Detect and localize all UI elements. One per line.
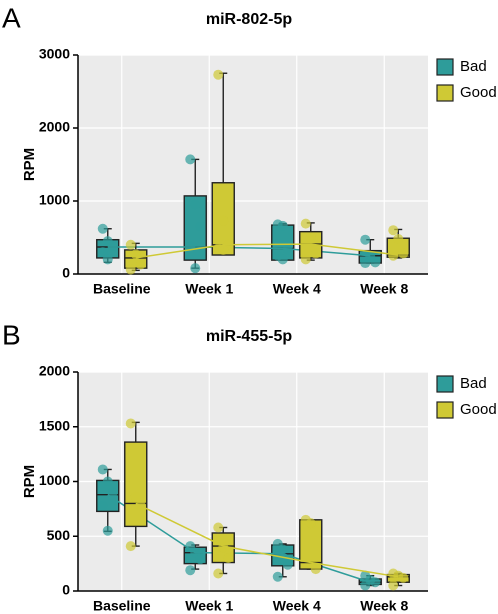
box: [124, 441, 148, 528]
median-line: [107, 494, 371, 583]
data-point: [130, 491, 141, 502]
data-point: [125, 239, 136, 250]
x-tick-label: Week 8: [360, 281, 408, 297]
data-point: [277, 220, 288, 231]
data-point: [218, 244, 229, 255]
data-point: [300, 254, 311, 265]
data-point: [97, 223, 108, 234]
data-point: [125, 264, 136, 275]
data-point: [195, 221, 206, 232]
data-point: [272, 571, 283, 582]
data-point: [135, 259, 146, 270]
legend-label: Bad: [460, 58, 487, 75]
y-tick-label: 3000: [39, 46, 70, 62]
legend-label: Bad: [460, 375, 487, 392]
x-tick-label: Baseline: [93, 598, 151, 614]
legend-label: Good: [460, 401, 497, 418]
data-point: [300, 218, 311, 229]
data-point: [130, 249, 141, 260]
y-axis-label: RPM: [21, 148, 38, 181]
data-point: [360, 234, 371, 245]
data-point: [185, 154, 196, 165]
legend-swatch: [436, 401, 454, 419]
data-point: [360, 580, 371, 591]
legend-swatch: [436, 84, 454, 102]
chart-title: miR-455-5p: [206, 328, 292, 345]
y-tick-label: 500: [47, 527, 71, 543]
data-point: [102, 254, 113, 265]
data-point: [277, 254, 288, 265]
data-point: [190, 263, 201, 274]
y-axis-label: RPM: [21, 465, 38, 498]
y-tick-label: 2000: [39, 363, 70, 379]
data-point: [218, 215, 229, 226]
panel-label: A: [2, 2, 21, 33]
data-point: [195, 554, 206, 565]
panel-label: B: [2, 319, 21, 350]
median-line: [135, 243, 399, 259]
legend-swatch: [436, 58, 454, 76]
data-point: [213, 568, 224, 579]
data-point: [310, 248, 321, 259]
x-tick-label: Week 1: [185, 281, 233, 297]
data-point: [213, 69, 224, 80]
data-point: [305, 232, 316, 243]
y-tick-label: 1000: [39, 192, 70, 208]
data-point: [277, 544, 288, 555]
x-tick-label: Baseline: [93, 281, 151, 297]
data-point: [185, 565, 196, 576]
data-point: [388, 580, 399, 591]
x-tick-label: Week 4: [273, 281, 321, 297]
data-point: [305, 518, 316, 529]
legend-label: Good: [460, 84, 497, 101]
data-point: [398, 572, 409, 583]
data-point: [107, 487, 118, 498]
chart-title: miR-802-5p: [206, 11, 292, 28]
x-tick-label: Week 8: [360, 598, 408, 614]
y-tick-label: 1000: [39, 472, 70, 488]
data-point: [310, 564, 321, 575]
data-point: [398, 248, 409, 259]
data-point: [360, 258, 371, 269]
x-tick-label: Week 4: [273, 598, 321, 614]
data-point: [282, 559, 293, 570]
y-tick-label: 1500: [39, 417, 70, 433]
data-point: [102, 476, 113, 487]
data-point: [282, 244, 293, 255]
data-point: [97, 464, 108, 475]
data-point: [125, 541, 136, 552]
data-point: [370, 577, 381, 588]
median-line: [135, 502, 399, 578]
data-point: [190, 199, 201, 210]
x-tick-label: Week 1: [185, 598, 233, 614]
median-line: [107, 246, 371, 257]
data-point: [223, 553, 234, 564]
y-tick-label: 2000: [39, 119, 70, 135]
data-point: [97, 500, 108, 511]
y-tick-label: 0: [62, 582, 70, 598]
data-point: [97, 247, 108, 258]
data-point: [388, 225, 399, 236]
data-point: [213, 522, 224, 533]
data-point: [370, 257, 381, 268]
legend-swatch: [436, 375, 454, 393]
data-point: [125, 418, 136, 429]
data-point: [102, 525, 113, 536]
y-tick-label: 0: [62, 265, 70, 281]
data-point: [393, 233, 404, 244]
data-point: [388, 250, 399, 261]
